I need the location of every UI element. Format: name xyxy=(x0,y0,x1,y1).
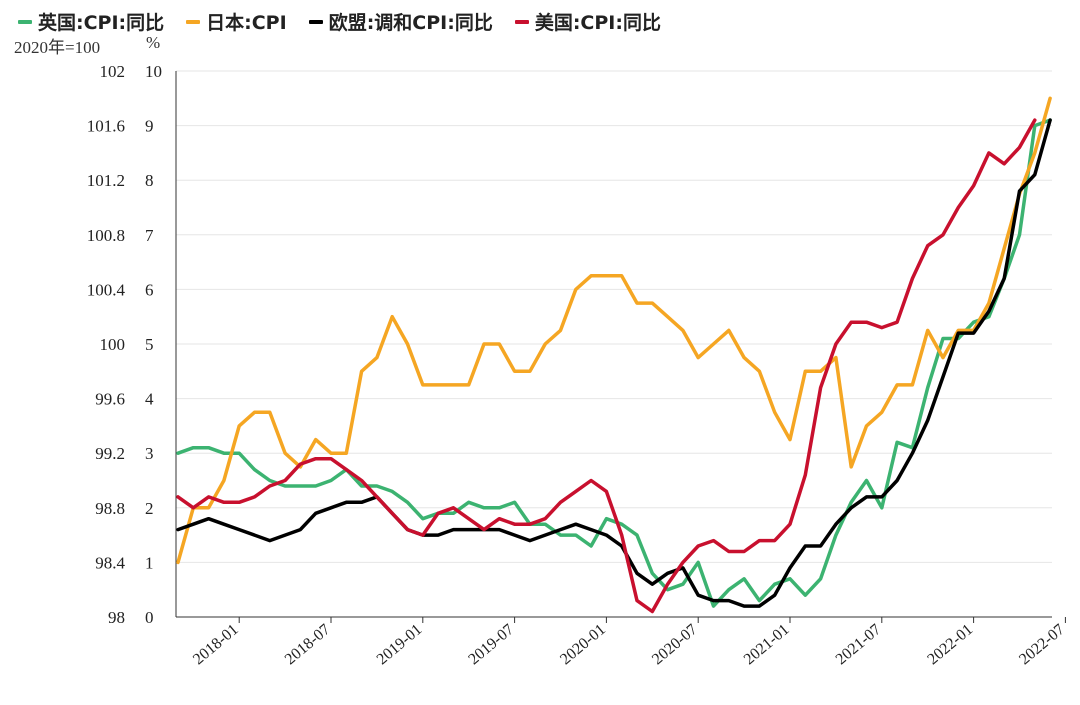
x-tick-label: 2019-07 xyxy=(465,621,517,668)
right-tick-label: 7 xyxy=(145,226,154,245)
legend-swatch xyxy=(18,19,32,24)
left-tick-label: 101.6 xyxy=(87,117,125,136)
left-tick-label: 98.8 xyxy=(95,499,125,518)
left-tick-label: 100 xyxy=(100,335,126,354)
series-line-3 xyxy=(176,118,1037,614)
x-tick-label: 2018-01 xyxy=(190,621,242,668)
legend-swatch xyxy=(186,19,201,24)
x-tick-label: 2019-01 xyxy=(374,621,426,668)
legend-item-eu-hicp[interactable]: 欧盟:调和CPI:同比 xyxy=(308,8,493,35)
legend: 英国:CPI:同比 日本:CPI 欧盟:调和CPI:同比 美国:CPI:同比 xyxy=(18,8,661,35)
left-tick-label: 100.4 xyxy=(87,280,126,299)
legend-swatch xyxy=(514,19,529,24)
x-tick-label: 2021-07 xyxy=(833,621,885,668)
legend-label: 英国:CPI:同比 xyxy=(38,12,165,34)
right-tick-label: 3 xyxy=(145,444,154,463)
legend-label: 欧盟:调和CPI:同比 xyxy=(328,12,493,34)
legend-item-japan-cpi[interactable]: 日本:CPI xyxy=(186,8,287,35)
legend-label: 日本:CPI xyxy=(206,12,287,34)
x-tick-label: 2020-07 xyxy=(649,621,701,668)
legend-swatch xyxy=(308,19,323,24)
right-tick-label: 5 xyxy=(145,335,154,354)
right-tick-label: 0 xyxy=(145,608,154,627)
x-tick-label: 2022-01 xyxy=(924,621,976,668)
right-tick-label: 1 xyxy=(145,553,154,572)
series-line-1 xyxy=(176,96,1052,565)
left-tick-label: 99.6 xyxy=(95,390,125,409)
right-tick-label: 6 xyxy=(145,280,154,299)
right-tick-label: 2 xyxy=(145,499,154,518)
left-tick-label: 98 xyxy=(108,608,125,627)
left-tick-label: 102 xyxy=(100,62,126,81)
right-axis-unit: % xyxy=(146,33,161,52)
series-line-2 xyxy=(176,118,1052,608)
x-tick-label: 2022-07 xyxy=(1016,621,1068,668)
left-tick-label: 98.4 xyxy=(95,553,125,572)
legend-item-uk-cpi[interactable]: 英国:CPI:同比 xyxy=(18,8,164,35)
legend-item-us-cpi[interactable]: 美国:CPI:同比 xyxy=(514,8,661,35)
series-line-0 xyxy=(176,118,1052,608)
x-tick-label: 2020-01 xyxy=(557,621,609,668)
left-axis-unit: 2020年=100 xyxy=(14,38,101,57)
left-tick-label: 99.2 xyxy=(95,444,125,463)
right-tick-label: 10 xyxy=(145,62,162,81)
right-tick-label: 8 xyxy=(145,171,154,190)
x-tick-label: 2018-07 xyxy=(282,621,334,668)
legend-label: 美国:CPI:同比 xyxy=(534,12,661,34)
right-tick-label: 9 xyxy=(145,117,154,136)
x-tick-label: 2021-01 xyxy=(741,621,793,668)
right-tick-label: 4 xyxy=(145,390,154,409)
left-tick-label: 101.2 xyxy=(87,171,125,190)
left-tick-label: 100.8 xyxy=(87,226,125,245)
